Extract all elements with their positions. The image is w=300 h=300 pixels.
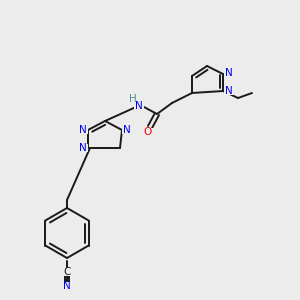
Bar [78,144,88,152]
Text: N: N [135,101,143,111]
Text: N: N [79,125,87,135]
Bar [224,87,234,95]
Text: N: N [63,281,71,291]
Bar [62,268,71,276]
Text: N: N [225,68,233,78]
Bar [78,126,88,134]
Text: N: N [123,125,131,135]
Bar [62,282,71,290]
Bar [134,102,144,110]
Text: O: O [144,127,152,137]
Bar [143,128,153,136]
Text: N: N [79,143,87,153]
Bar [128,95,138,103]
Bar [224,69,234,77]
Text: C: C [63,267,71,277]
Text: N: N [225,86,233,96]
Bar [122,126,132,134]
Text: H: H [129,94,137,104]
